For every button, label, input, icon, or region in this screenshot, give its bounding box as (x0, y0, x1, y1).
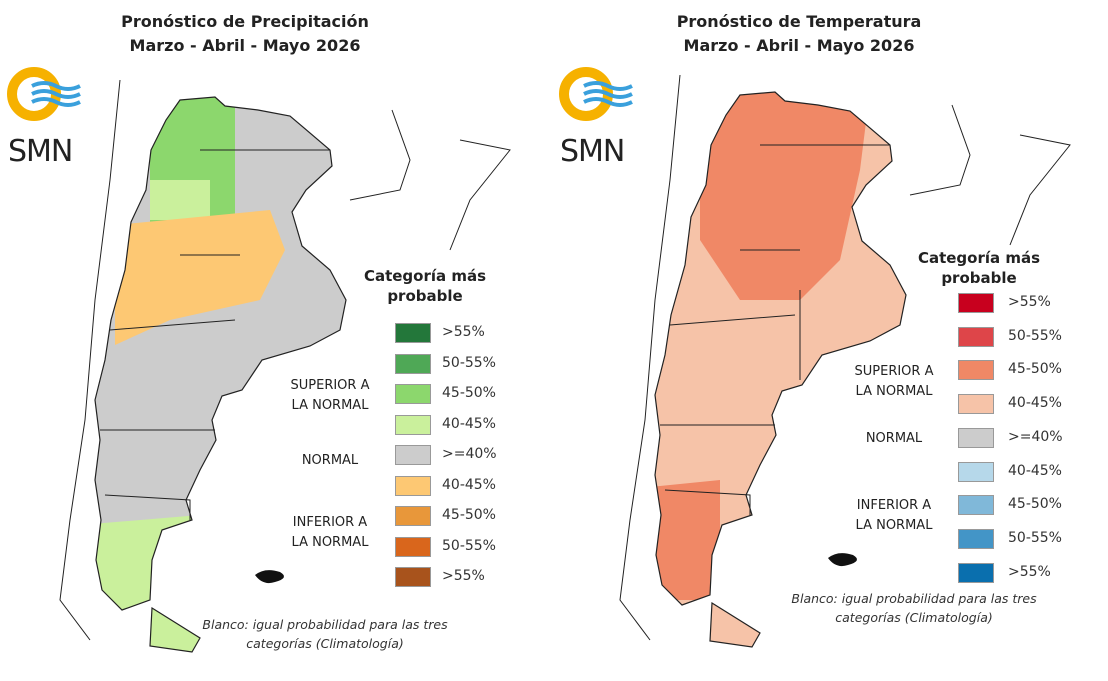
category-inferior: INFERIOR A LA NORMAL (280, 513, 380, 553)
legend-title-line-1: Categoría más (363, 267, 487, 285)
legend-title-line-2: probable (941, 269, 1017, 287)
legend-swatch (958, 562, 994, 583)
legend-swatch (958, 461, 994, 482)
legend-title: Categoría más probable (904, 248, 1054, 288)
legend-label: 45-50% (1008, 496, 1062, 513)
legend-swatch (395, 353, 431, 374)
category-superior: SUPERIOR A LA NORMAL (280, 376, 380, 416)
legend-swatch (958, 293, 994, 313)
category-inferior: INFERIOR A LA NORMAL (839, 496, 949, 536)
legend-label: >=40% (442, 446, 497, 462)
legend-label: >55% (442, 324, 485, 340)
legend-swatch (395, 445, 431, 465)
legend-title-line-1: Categoría más (917, 249, 1041, 267)
footnote-line-2: categorías (Climatología) (246, 636, 404, 651)
province-borders (100, 149, 330, 520)
legend-label: 45-50% (442, 385, 496, 401)
category-label: SUPERIOR A (854, 364, 934, 379)
category-normal: NORMAL (301, 453, 359, 468)
legend-label: >55% (1008, 294, 1051, 310)
legend-label: >=40% (1008, 428, 1063, 445)
legend-label: >55% (442, 568, 485, 584)
footnote: Blanco: igual probabilidad para las tres… (175, 615, 475, 653)
province-borders (660, 144, 890, 515)
legend-swatch (395, 475, 431, 496)
above-normal-north-region (700, 92, 870, 300)
legend-swatch (958, 360, 994, 381)
legend-label: 45-50% (442, 507, 496, 523)
legend-swatch (395, 323, 431, 343)
title-line-2: Marzo - Abril - Mayo 2026 (683, 36, 915, 55)
chile-border (619, 74, 681, 641)
footnote-line-1: Blanco: igual probabilidad para las tres (791, 591, 1037, 606)
legend-label: 50-55% (1008, 529, 1062, 546)
smn-logo: SMN (4, 62, 94, 172)
legend-label: 50-55% (442, 537, 496, 554)
legend-title-line-2: probable (387, 287, 463, 305)
legend-label: 40-45% (442, 476, 496, 493)
footnote-line-2: categorías (Climatología) (835, 610, 993, 625)
neighbor-borders (349, 109, 511, 251)
chile-border (59, 79, 121, 641)
category-label: LA NORMAL (291, 535, 369, 550)
above-normal-south-region (655, 480, 720, 600)
below-normal-center-region (115, 210, 285, 345)
legend-title: Categoría más probable (350, 266, 500, 306)
category-label: SUPERIOR A (290, 378, 370, 393)
category-label: LA NORMAL (291, 398, 369, 413)
legend-swatch (958, 427, 994, 448)
legend-swatch (958, 394, 994, 415)
smn-sun-icon (559, 67, 633, 121)
falkland-islands (255, 570, 284, 584)
legend-label: 50-55% (1008, 327, 1062, 344)
category-label: LA NORMAL (855, 384, 933, 399)
falkland-islands (828, 553, 857, 567)
temperature-title: Pronóstico de Temperatura Marzo - Abril … (639, 10, 959, 58)
legend-label: 50-55% (442, 354, 496, 371)
legend-swatch (958, 495, 994, 516)
legend-label: 40-45% (442, 415, 496, 432)
legend-swatch (395, 414, 431, 435)
title-line-1: Pronóstico de Temperatura (676, 12, 922, 31)
legend-swatch (395, 567, 431, 587)
legend-label: 40-45% (1008, 395, 1062, 412)
footnote-line-1: Blanco: igual probabilidad para las tres (202, 617, 448, 632)
legend-label: 45-50% (1008, 361, 1062, 378)
title-line-2: Marzo - Abril - Mayo 2026 (129, 36, 361, 55)
precipitation-title: Pronóstico de Precipitación Marzo - Abri… (85, 10, 405, 58)
legend-swatch (395, 506, 431, 526)
temperature-panel: Pronóstico de Temperatura Marzo - Abril … (554, 0, 1108, 681)
above-normal-light-region (150, 180, 210, 220)
precipitation-panel: Pronóstico de Precipitación Marzo - Abri… (4, 10, 500, 653)
category-superior: SUPERIOR A LA NORMAL (839, 362, 949, 402)
legend-swatch (395, 536, 431, 557)
smn-logo: SMN (556, 62, 646, 172)
legend-swatch (395, 384, 431, 404)
logo-text: SMN (8, 134, 73, 169)
legend-swatch (958, 528, 994, 549)
category-normal: NORMAL (865, 431, 923, 446)
logo-text: SMN (560, 134, 625, 169)
category-label: INFERIOR A (856, 498, 932, 513)
legend-label: 40-45% (1008, 462, 1062, 479)
neighbor-borders (909, 104, 1071, 246)
legend-swatch (958, 326, 994, 347)
legend-label: >55% (1008, 563, 1051, 580)
smn-sun-icon (7, 67, 81, 121)
category-label: LA NORMAL (855, 518, 933, 533)
title-line-1: Pronóstico de Precipitación (121, 12, 369, 31)
category-label: INFERIOR A (292, 515, 368, 530)
footnote: Blanco: igual probabilidad para las tres… (769, 589, 1059, 627)
